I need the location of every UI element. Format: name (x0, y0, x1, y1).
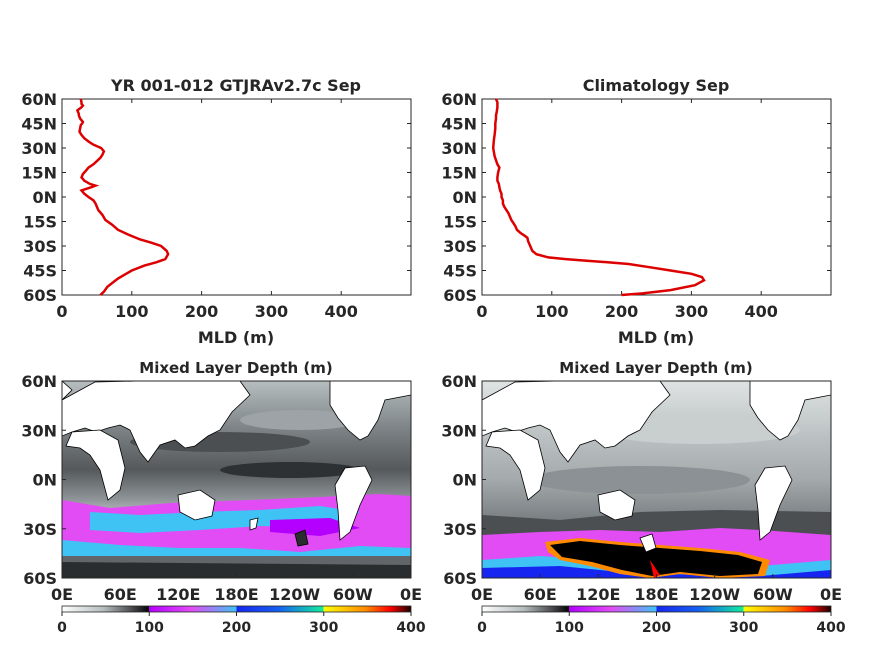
y-tick-label: 30S (23, 237, 57, 256)
y-tick-label: 30S (23, 520, 57, 539)
x-tick-label: 120E (576, 585, 620, 604)
plot-area (61, 98, 412, 296)
x-tick-label: 100 (115, 302, 148, 321)
x-tick-label: 0E (820, 585, 842, 604)
x-tick-label: 120W (269, 585, 320, 604)
colorbar-ticks: 0 100 200 300 400 (477, 612, 846, 636)
x-tick-label: 120E (156, 585, 200, 604)
y-tick-label: 45N (441, 115, 477, 134)
y-tick-label: 60N (21, 90, 57, 109)
y-tick-label: 45S (23, 262, 57, 281)
y-tick-label: 60S (443, 569, 477, 588)
colorbar-tick-label: 300 (309, 620, 338, 636)
land-mask (482, 381, 831, 553)
profile-panel-climatology: Climatology Sep 60N45N30N15N0N15S30S45S6… (441, 76, 832, 347)
x-tick-label: 60W (333, 585, 373, 604)
x-axis-ticks: 0E 60E 120E 180E 120W 60W 0E (51, 574, 422, 604)
colorbar-tick-label: 0 (477, 620, 487, 636)
y-tick-label: 15S (23, 213, 57, 232)
x-axis-ticks: 0E 60E 120E 180E 120W 60W 0E (471, 574, 842, 604)
x-tick-label: 0E (471, 585, 493, 604)
y-axis-ticks: 60N 30N 0N 30S 60S (441, 372, 486, 588)
y-tick-label: 60N (441, 372, 477, 391)
y-tick-label: 0N (32, 471, 57, 490)
y-tick-label: 60S (23, 286, 57, 305)
y-tick-label: 15S (443, 213, 477, 232)
y-axis-ticks: 60N 45N 30N 15N 0N 15S 30S 45S 60S (21, 90, 411, 305)
y-tick-label: 60N (441, 90, 477, 109)
x-tick-label: 60W (753, 585, 793, 604)
mld-heatmap (482, 381, 831, 578)
y-tick-label: 0N (452, 188, 477, 207)
chart-title: Climatology Sep (583, 76, 730, 95)
map-panel-climatology: Mixed Layer Depth (m) (441, 359, 846, 636)
x-tick-label: 60E (524, 585, 557, 604)
x-tick-label: 200 (605, 302, 638, 321)
colorbar-tick-label: 100 (135, 620, 164, 636)
x-tick-label: 0E (51, 585, 73, 604)
y-tick-label: 30N (441, 139, 477, 158)
x-tick-label: 0E (400, 585, 422, 604)
colorbar-tick-label: 400 (396, 620, 425, 636)
y-tick-label: 60N (21, 372, 57, 391)
colorbar-tick-label: 400 (816, 620, 845, 636)
x-tick-label: 100 (535, 302, 568, 321)
y-tick-label: 15N (441, 164, 477, 183)
x-tick-label: 60E (104, 585, 137, 604)
x-tick-label: 180E (634, 585, 678, 604)
colorbar-ticks: 0 100 200 300 400 (57, 612, 426, 636)
y-axis-ticks: 60N 30N 0N 30S 60S (21, 372, 66, 588)
mld-profile-line (491, 98, 706, 297)
y-tick-label: 60S (443, 286, 477, 305)
x-tick-label: 120W (689, 585, 740, 604)
x-tick-label: 300 (675, 302, 708, 321)
y-tick-label: 0N (32, 188, 57, 207)
map-panel-model: Mixed Layer Depth (m) (21, 359, 426, 636)
x-axis-ticks: 0 100 200 300 400 (56, 99, 358, 321)
chart-title: Mixed Layer Depth (m) (139, 359, 332, 377)
x-tick-label: 0 (56, 302, 67, 321)
chart-title: YR 001-012 GTJRAv2.7c Sep (110, 76, 361, 95)
colorbar-tick-label: 200 (642, 620, 671, 636)
y-tick-label: 30N (441, 421, 477, 440)
land-mask (62, 381, 411, 547)
y-tick-label: 45S (443, 262, 477, 281)
x-tick-label: 400 (324, 302, 357, 321)
y-axis-ticks: 60N 45N 30N 15N 0N 15S 30S 45S 60S (441, 90, 831, 305)
x-axis-ticks: 0 100 200 300 400 (476, 99, 778, 321)
colorbar-tick-label: 300 (729, 620, 758, 636)
y-tick-label: 30N (21, 421, 57, 440)
x-tick-label: 200 (185, 302, 218, 321)
mld-heatmap (62, 381, 411, 578)
colorbar (481, 605, 832, 613)
y-tick-label: 30N (21, 139, 57, 158)
profile-panel-model: YR 001-012 GTJRAv2.7c Sep 60N 45N 30N 15N 0N… (21, 76, 412, 347)
y-tick-label: 30S (443, 520, 477, 539)
mld-profile-line (75, 98, 170, 296)
chart-title: Mixed Layer Depth (m) (559, 359, 752, 377)
colorbar-tick-label: 0 (57, 620, 67, 636)
colorbar-tick-label: 200 (222, 620, 251, 636)
y-tick-label: 45N (21, 115, 57, 134)
x-tick-label: 0 (476, 302, 487, 321)
y-tick-label: 30S (443, 237, 477, 256)
x-axis-label: MLD (m) (618, 328, 694, 347)
colorbar (61, 605, 412, 613)
colorbar-tick-label: 100 (555, 620, 584, 636)
x-tick-label: 300 (255, 302, 288, 321)
x-tick-label: 180E (214, 585, 258, 604)
x-tick-label: 400 (744, 302, 777, 321)
y-tick-label: 60S (23, 569, 57, 588)
y-tick-label: 0N (452, 471, 477, 490)
x-axis-label: MLD (m) (198, 328, 274, 347)
y-tick-label: 15N (21, 164, 57, 183)
plot-area (481, 98, 832, 296)
